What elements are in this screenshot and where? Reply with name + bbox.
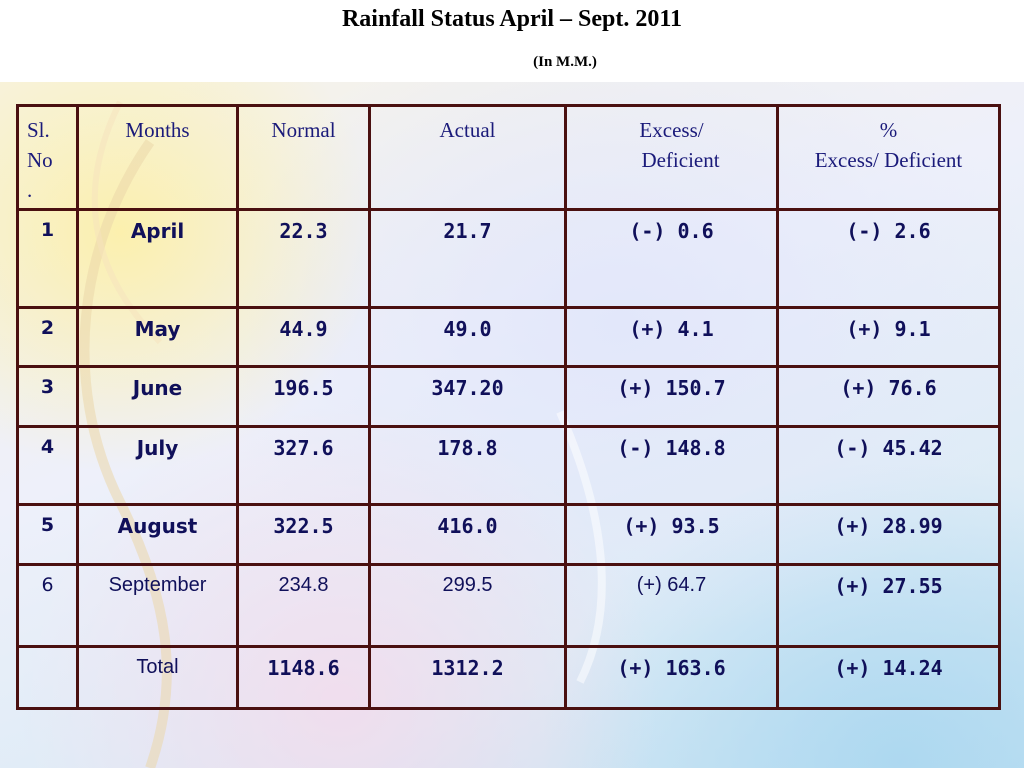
header-sl-no-line2: No: [27, 148, 53, 172]
header-excess-line1: Excess/: [639, 118, 704, 142]
cell-excess: (+) 64.7: [564, 563, 779, 648]
units-subtitle: (In M.M.): [533, 54, 597, 70]
cell-excess: (+) 4.1: [564, 306, 779, 368]
cell-actual: 299.5: [368, 563, 567, 648]
header-percent-excess-deficient: % Excess/ Deficient: [776, 104, 1001, 211]
cell-normal: 22.3: [236, 208, 371, 309]
page-title: Rainfall Status April – Sept. 2011: [341, 6, 683, 32]
cell-normal: 322.5: [236, 503, 371, 566]
rainfall-table: Sl. No . Months Normal Actual Excess/ De…: [16, 104, 1001, 710]
cell-excess: (-) 0.6: [564, 208, 779, 309]
cell-percent: (+) 28.99: [776, 503, 1001, 566]
header-excess-line2: Deficient: [641, 148, 720, 172]
table-row: 6 September 234.8 299.5 (+) 64.7 (+) 27.…: [16, 563, 1001, 648]
cell-month: April: [76, 208, 239, 309]
header-band: [0, 0, 1024, 82]
cell-percent: (-) 2.6: [776, 208, 1001, 309]
cell-month: August: [76, 503, 239, 566]
cell-actual: 178.8: [368, 425, 567, 506]
cell-percent: (+) 27.55: [776, 563, 1001, 648]
header-pct-line2: Excess/ Deficient: [814, 148, 963, 172]
cell-total-percent: (+) 14.24: [776, 645, 1001, 710]
cell-sl-no: 5: [16, 503, 79, 566]
cell-sl-no: 4: [16, 425, 79, 506]
cell-total-label: Total: [76, 645, 239, 710]
table-header-row: Sl. No . Months Normal Actual Excess/ De…: [16, 104, 1001, 211]
table-row: 2 May 44.9 49.0 (+) 4.1 (+) 9.1: [16, 306, 1001, 368]
cell-sl-no: 3: [16, 365, 79, 428]
header-sl-no-line1: Sl.: [27, 118, 50, 142]
cell-normal: 44.9: [236, 306, 371, 368]
cell-sl-no: 1: [16, 208, 79, 309]
cell-total-actual: 1312.2: [368, 645, 567, 710]
table-row: 4 July 327.6 178.8 (-) 148.8 (-) 45.42: [16, 425, 1001, 506]
cell-excess: (+) 150.7: [564, 365, 779, 428]
header-actual: Actual: [368, 104, 567, 211]
cell-month: July: [76, 425, 239, 506]
cell-normal: 327.6: [236, 425, 371, 506]
cell-sl-no: 2: [16, 306, 79, 368]
cell-month: June: [76, 365, 239, 428]
table-total-row: Total 1148.6 1312.2 (+) 163.6 (+) 14.24: [16, 645, 1001, 710]
cell-total-normal: 1148.6: [236, 645, 371, 710]
cell-sl-no-empty: [16, 645, 79, 710]
cell-total-excess: (+) 163.6: [564, 645, 779, 710]
cell-actual: 21.7: [368, 208, 567, 309]
header-months: Months: [76, 104, 239, 211]
cell-month: September: [76, 563, 239, 648]
cell-actual: 49.0: [368, 306, 567, 368]
header-normal: Normal: [236, 104, 371, 211]
header-sl-no-line3: .: [27, 178, 33, 202]
cell-normal: 196.5: [236, 365, 371, 428]
cell-month: May: [76, 306, 239, 368]
cell-percent: (+) 9.1: [776, 306, 1001, 368]
cell-sl-no: 6: [16, 563, 79, 648]
cell-excess: (-) 148.8: [564, 425, 779, 506]
header-sl-no: Sl. No .: [16, 104, 79, 211]
cell-normal: 234.8: [236, 563, 371, 648]
cell-excess: (+) 93.5: [564, 503, 779, 566]
table-row: 5 August 322.5 416.0 (+) 93.5 (+) 28.99: [16, 503, 1001, 566]
header-pct-line1: %: [879, 118, 898, 142]
cell-actual: 416.0: [368, 503, 567, 566]
cell-percent: (+) 76.6: [776, 365, 1001, 428]
table-row: 1 April 22.3 21.7 (-) 0.6 (-) 2.6: [16, 208, 1001, 309]
cell-actual: 347.20: [368, 365, 567, 428]
cell-percent: (-) 45.42: [776, 425, 1001, 506]
table-row: 3 June 196.5 347.20 (+) 150.7 (+) 76.6: [16, 365, 1001, 428]
header-excess-deficient: Excess/ Deficient: [564, 104, 779, 211]
